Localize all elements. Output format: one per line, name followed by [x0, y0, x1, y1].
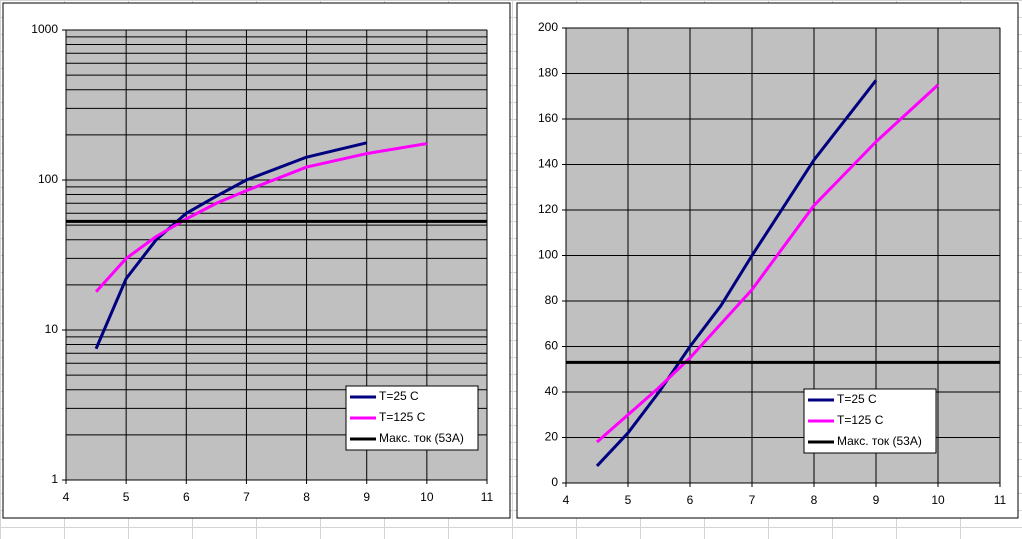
x-tick-label: 10: [420, 490, 434, 504]
y-tick-label: 100: [538, 248, 558, 262]
x-tick-label: 6: [183, 490, 190, 504]
legend-label: T=125 C: [837, 413, 884, 427]
x-tick-label: 6: [687, 493, 694, 507]
x-tick-label: 4: [563, 493, 570, 507]
y-tick-label: 10: [45, 322, 59, 336]
y-tick-label: 1000: [31, 22, 58, 36]
x-tick-label: 7: [749, 493, 756, 507]
legend-label: Макс. ток (53A): [837, 434, 922, 448]
series-line: [94, 141, 368, 350]
y-tick-label: 60: [545, 339, 559, 353]
y-tick-label: 80: [545, 293, 559, 307]
x-tick-label: 5: [123, 490, 130, 504]
x-tick-label: 9: [873, 493, 880, 507]
y-tick-label: 100: [38, 172, 58, 186]
x-tick-label: 7: [243, 490, 250, 504]
y-tick-label: 1: [51, 472, 58, 486]
x-tick-label: 10: [931, 493, 945, 507]
y-tick-label: 20: [545, 430, 559, 444]
x-tick-label: 5: [625, 493, 632, 507]
legend-label: T=25 C: [379, 389, 419, 403]
x-tick-label: 8: [303, 490, 310, 504]
legend-label: T=125 C: [379, 410, 426, 424]
series-line: [94, 142, 428, 293]
y-tick-label: 40: [545, 384, 559, 398]
y-tick-label: 0: [551, 475, 558, 489]
legend-label: T=25 C: [837, 392, 877, 406]
y-tick-label: 200: [538, 20, 558, 34]
series-line: [596, 83, 940, 444]
x-tick-label: 11: [994, 493, 1007, 507]
x-tick-label: 8: [811, 493, 818, 507]
series-line: [595, 79, 878, 467]
y-tick-label: 180: [538, 66, 558, 80]
x-tick-label: 9: [363, 490, 370, 504]
x-tick-label: 4: [63, 490, 70, 504]
y-tick-label: 120: [538, 202, 558, 216]
legend-label: Макс. ток (53A): [379, 431, 464, 445]
y-tick-label: 160: [538, 111, 558, 125]
y-tick-label: 140: [538, 157, 558, 171]
x-tick-label: 11: [481, 490, 494, 504]
